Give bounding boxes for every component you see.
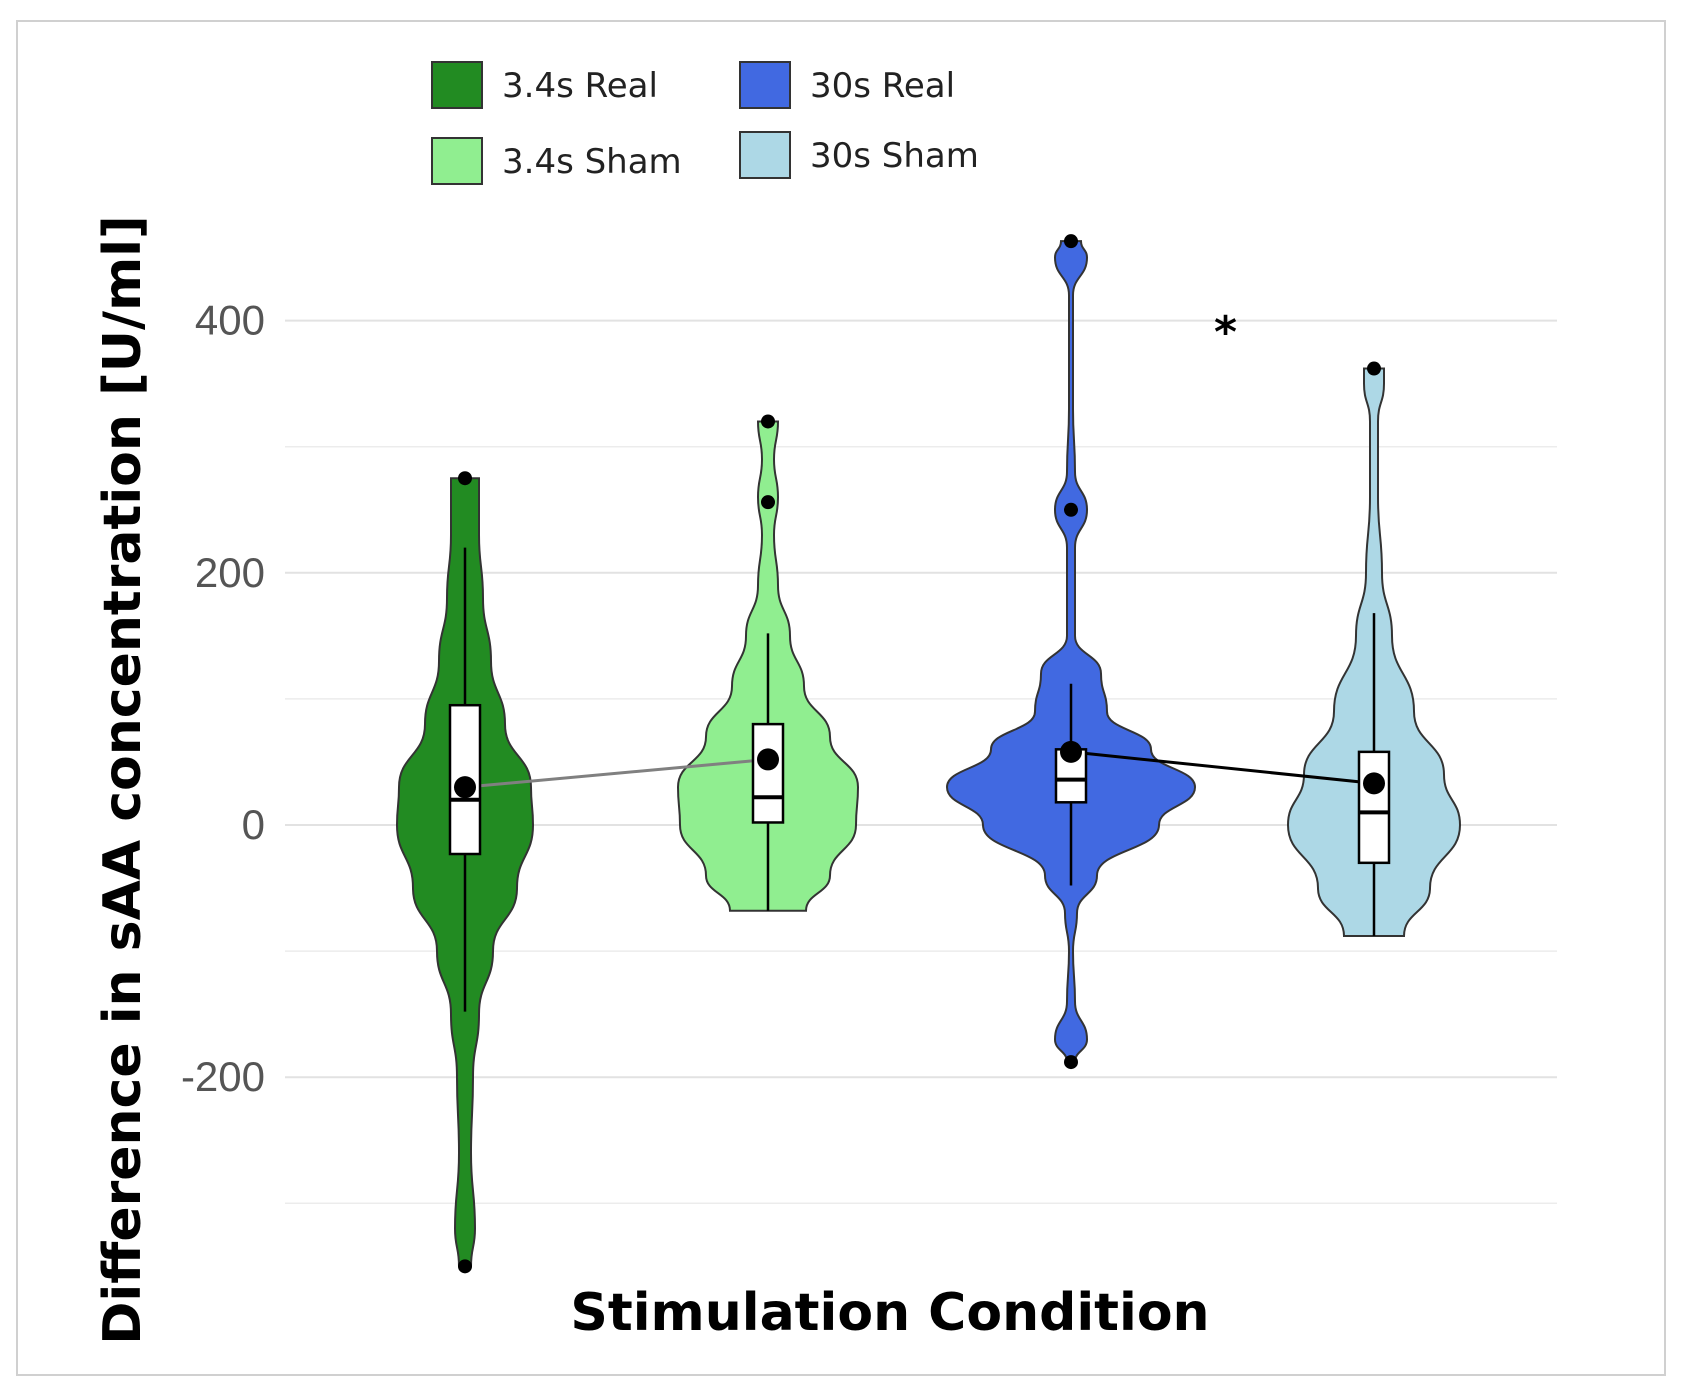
- box-3-4s-sham: [751, 722, 785, 824]
- mean-lines: [464, 750, 1375, 789]
- mean-point-3-4s-real: [454, 776, 476, 799]
- legend-swatch-30s-real: [739, 61, 791, 109]
- y-tick-label: 0: [242, 801, 265, 848]
- y-axis-ticks: -200 0 200 400: [181, 297, 265, 1101]
- mean-line: [464, 757, 769, 789]
- outlier-point: [1064, 1055, 1078, 1070]
- legend-swatch-30s-sham: [739, 131, 791, 179]
- boxplots: [448, 547, 1391, 1012]
- box-3-4s-real: [448, 703, 482, 856]
- legend-label-3-4s-real: 3.4s Real: [502, 66, 658, 106]
- significance-asterisk: *: [1214, 307, 1237, 358]
- violins: [395, 240, 1462, 1268]
- mean-point-30s-real: [1060, 740, 1082, 763]
- y-tick-label: -200: [181, 1053, 265, 1100]
- points: [454, 234, 1385, 1274]
- mean-point-3-4s-sham: [757, 748, 779, 771]
- mean-point-30s-sham: [1363, 772, 1385, 795]
- outlier-point: [761, 414, 775, 429]
- violin-30s-real: [945, 240, 1197, 1064]
- outlier-point: [1064, 234, 1078, 249]
- annotations: *: [1214, 307, 1237, 358]
- legend: 3.4s Real 3.4s Sham 30s Real 30s Sham: [431, 61, 979, 185]
- outlier-point: [1367, 361, 1381, 376]
- y-axis-title: Difference in sAA concentration [U/ml]: [93, 215, 153, 1345]
- legend-label-3-4s-sham: 3.4s Sham: [502, 142, 682, 182]
- legend-swatch-3-4s-real: [431, 61, 483, 109]
- x-axis-title: Stimulation Condition: [570, 1283, 1209, 1343]
- outlier-point: [458, 471, 472, 486]
- outlier-point: [1064, 502, 1078, 517]
- outlier-point: [761, 495, 775, 510]
- box-30s-sham: [1357, 750, 1391, 865]
- legend-label-30s-sham: 30s Sham: [810, 136, 979, 176]
- y-tick-label: 400: [195, 297, 265, 344]
- legend-swatch-3-4s-sham: [431, 137, 483, 185]
- y-tick-label: 200: [195, 549, 265, 596]
- legend-label-30s-real: 30s Real: [810, 66, 955, 106]
- mean-line: [1070, 750, 1375, 785]
- outlier-point: [458, 1259, 472, 1274]
